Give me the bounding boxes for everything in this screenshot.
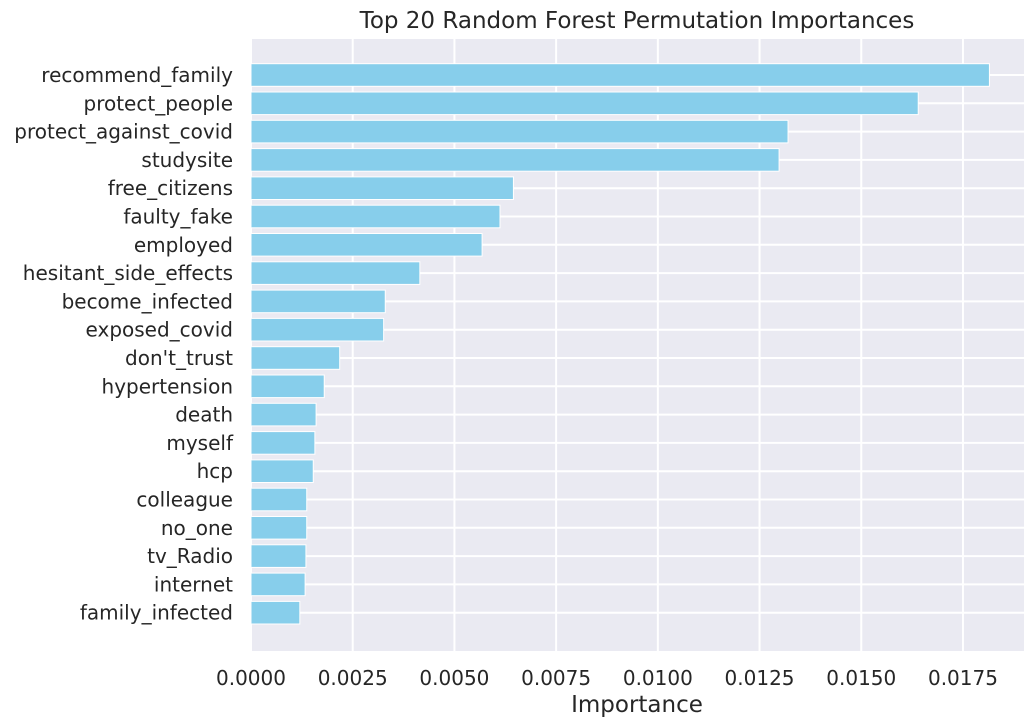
x-tick-label: 0.0125 <box>725 666 795 690</box>
y-tick-label: death <box>175 403 233 427</box>
bars <box>250 63 990 625</box>
y-tick-labels: recommend_family protect_people protect_ag… <box>14 63 234 625</box>
x-tick-label: 0.0150 <box>826 666 896 690</box>
y-tick-label: faulty_fake <box>123 205 233 229</box>
y-tick-label: don't_trust <box>125 346 233 370</box>
bar-studysite <box>250 148 780 172</box>
x-tick-label: 0.0025 <box>318 666 388 690</box>
y-tick-label: no_one <box>161 516 233 540</box>
x-tick-labels: 0.0000 0.0025 0.0050 0.0075 0.0100 0.0125 0.01… <box>216 666 998 690</box>
bar-family-infected <box>250 600 301 625</box>
y-tick-label: myself <box>166 431 234 455</box>
y-tick-label: tv_Radio <box>147 544 233 568</box>
x-tick-label: 0.0000 <box>216 666 286 690</box>
bar-colleague <box>250 487 308 512</box>
bar-tv-radio <box>250 544 307 568</box>
bar-don-t-trust <box>250 346 341 370</box>
x-tick-label: 0.0100 <box>623 666 693 690</box>
bar-death <box>250 402 317 427</box>
y-tick-label: protect_people <box>84 91 234 115</box>
y-tick-label: employed <box>134 233 233 257</box>
bar-exposed-covid <box>250 317 385 342</box>
bar-protect-people <box>250 91 919 116</box>
y-tick-label: become_infected <box>62 289 233 313</box>
y-tick-label: internet <box>154 572 233 596</box>
bar-hcp <box>250 459 314 483</box>
y-tick-label: hesitant_side_effects <box>23 261 233 285</box>
x-tick-label: 0.0175 <box>928 666 998 690</box>
bar-myself <box>250 431 316 455</box>
bar-free-citizens <box>250 176 514 200</box>
bar-internet <box>250 572 306 597</box>
bar-faulty-fake <box>250 204 501 229</box>
bar-employed <box>250 233 483 257</box>
y-tick-label: hypertension <box>102 374 233 398</box>
y-tick-label: recommend_family <box>41 63 233 87</box>
y-tick-label: colleague <box>136 488 233 512</box>
bar-hesitant-side-effects <box>250 261 421 285</box>
bar-become-infected <box>250 289 386 314</box>
y-tick-label: protect_against_covid <box>14 120 233 144</box>
y-tick-label: hcp <box>197 459 233 483</box>
chart-title: Top 20 Random Forest Permutation Importa… <box>359 8 915 34</box>
bar-no-one <box>250 516 308 540</box>
y-tick-label: exposed_covid <box>86 318 233 342</box>
y-tick-label: family_infected <box>80 601 233 625</box>
x-tick-label: 0.0050 <box>419 666 489 690</box>
y-tick-label: studysite <box>141 148 233 172</box>
x-tick-label: 0.0075 <box>521 666 591 690</box>
bar-protect-against-covid <box>250 119 789 144</box>
y-tick-label: free_citizens <box>108 176 233 200</box>
x-axis-label: Importance <box>571 692 703 718</box>
bar-recommend-family <box>250 63 990 87</box>
bar-hypertension <box>250 374 325 399</box>
